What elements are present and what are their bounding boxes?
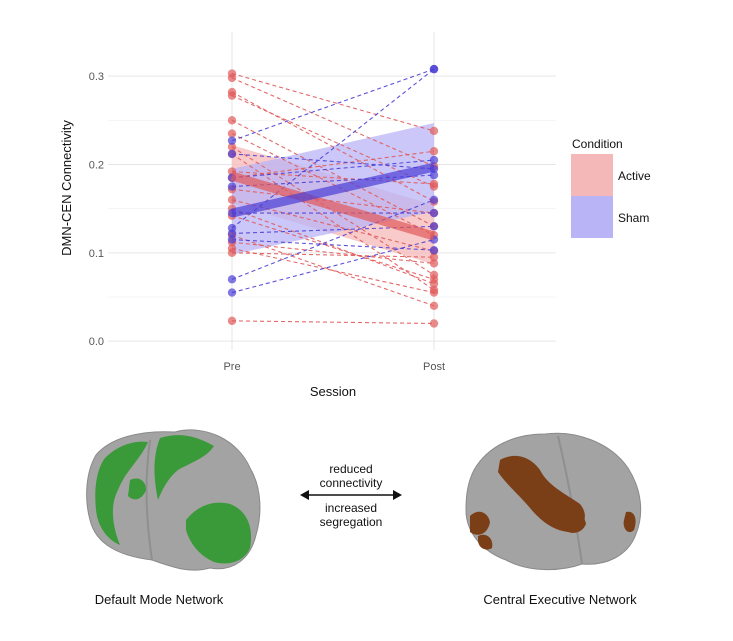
y-tick-label: 0.1 <box>89 248 104 260</box>
point-post-active <box>429 147 439 156</box>
subject-line-active <box>231 72 435 132</box>
dmn-brain-illustration <box>86 429 261 571</box>
x-tick-labels: Pre Post <box>223 361 445 373</box>
subject-line-active <box>231 252 435 258</box>
y-tick-label: 0.0 <box>89 336 104 348</box>
subject-line-active <box>231 171 435 185</box>
point-pre-sham <box>227 288 237 297</box>
arrow-label-increased-segregation: increased segregation <box>319 501 383 529</box>
x-tick-label: Pre <box>223 361 240 373</box>
point-pre-active <box>227 142 237 152</box>
legend-label-active: Active <box>618 169 651 183</box>
point-post-active <box>429 126 439 136</box>
cen-brain-illustration <box>465 432 642 571</box>
point-post-active <box>429 179 439 189</box>
y-axis-title: DMN-CEN Connectivity <box>59 120 74 256</box>
point-pre-sham <box>227 136 237 145</box>
point-pre-sham <box>227 275 237 284</box>
point-pre-active <box>227 316 237 326</box>
point-post-active <box>429 288 439 297</box>
point-post-active <box>429 319 439 328</box>
legend-key-active <box>571 154 613 196</box>
subject-line-active <box>231 320 435 325</box>
y-tick-label: 0.3 <box>89 71 104 83</box>
subject-line-sham <box>231 239 435 251</box>
point-pre-active <box>227 248 237 258</box>
mean-line-active <box>230 171 436 241</box>
point-pre-sham <box>227 229 237 238</box>
point-pre-sham <box>227 182 237 191</box>
subject-line-active <box>231 234 435 307</box>
point-pre-active <box>227 91 237 100</box>
subject-line-active <box>231 215 435 280</box>
dmn-caption: Default Mode Network <box>94 592 224 607</box>
point-post-active <box>429 253 439 262</box>
point-pre-sham <box>227 149 237 159</box>
point-pre-active <box>227 195 237 205</box>
legend-key-sham <box>571 196 613 238</box>
subject-line-sham <box>231 159 435 179</box>
subject-line-sham <box>231 153 435 170</box>
arrow-label-reduced-connectivity: reduced connectivity <box>319 462 383 490</box>
subject-line-active <box>231 188 435 214</box>
subject-line-active <box>231 150 435 179</box>
point-post-sham <box>429 170 439 180</box>
point-post-sham <box>429 245 439 255</box>
point-post-active <box>429 301 439 311</box>
subject-line-active <box>231 77 435 167</box>
point-pre-active <box>227 73 237 83</box>
x-tick-label: Post <box>423 361 445 373</box>
point-post-sham <box>429 222 439 231</box>
subject-line-active <box>231 153 435 291</box>
y-tick-label: 0.2 <box>89 160 104 172</box>
y-tick-labels: 0.0 0.1 0.2 0.3 <box>89 71 104 348</box>
point-post-sham <box>429 155 439 165</box>
double-arrow <box>300 490 402 500</box>
point-post-sham <box>429 64 439 74</box>
subject-line-sham <box>231 199 435 280</box>
subject-line-active <box>231 241 435 264</box>
point-post-active <box>429 275 439 284</box>
x-axis-title: Session <box>310 384 356 399</box>
point-pre-sham <box>227 235 237 244</box>
mean-lines <box>230 162 436 241</box>
subject-line-active <box>231 133 435 236</box>
legend: Condition Active Sham <box>571 137 651 238</box>
point-post-sham <box>429 195 439 205</box>
point-post-active <box>429 259 439 268</box>
mean-line-sham <box>231 162 435 218</box>
legend-title: Condition <box>572 137 623 151</box>
point-post-sham <box>429 208 439 218</box>
cen-caption: Central Executive Network <box>483 592 637 607</box>
subject-line-active <box>231 146 435 276</box>
point-pre-active <box>227 116 237 125</box>
point-pre-active <box>227 129 237 138</box>
subject-line-active <box>231 208 435 285</box>
subject-line-sham <box>231 68 435 142</box>
legend-label-sham: Sham <box>618 211 649 225</box>
